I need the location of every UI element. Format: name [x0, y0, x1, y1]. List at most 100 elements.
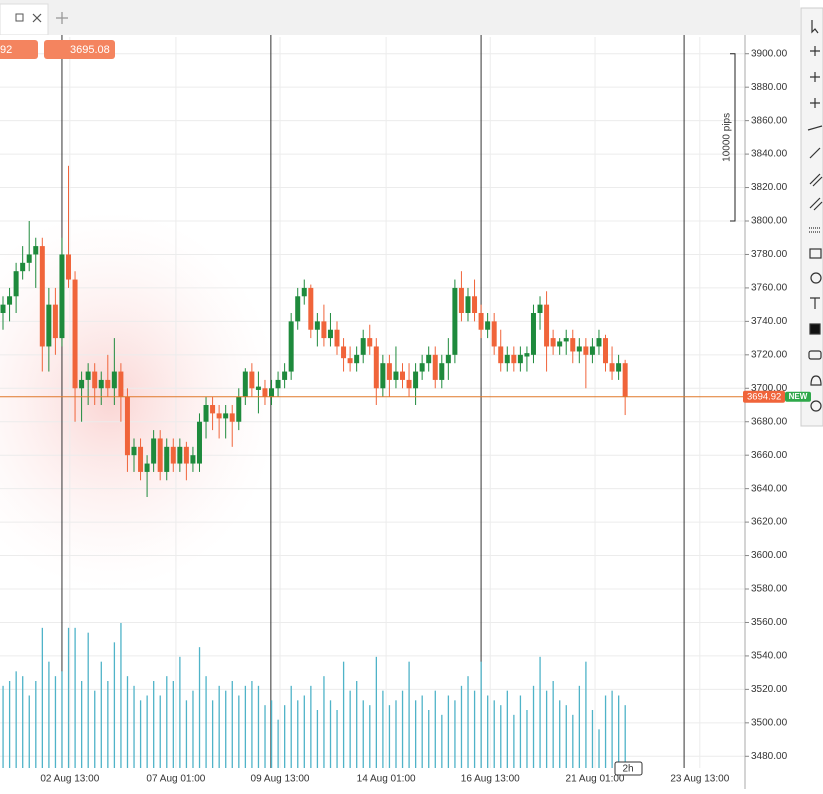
- y-tick-label: 3560.00: [751, 617, 788, 628]
- candle-body: [485, 321, 491, 330]
- volume-bar: [310, 685, 312, 768]
- y-tick-label: 3780.00: [751, 249, 788, 260]
- volume-bar: [467, 676, 469, 768]
- y-tick-label: 3820.00: [751, 182, 788, 193]
- fib-tool[interactable]: [809, 227, 821, 233]
- volume-bar: [290, 685, 292, 768]
- new-badge-label: NEW: [789, 392, 808, 401]
- candle-body: [570, 338, 576, 352]
- candle-body: [589, 346, 595, 355]
- trendline-tool[interactable]: [807, 125, 823, 131]
- volume-bar: [526, 710, 528, 768]
- tab[interactable]: [0, 3, 49, 36]
- volume-bar: [532, 685, 535, 768]
- color-tool[interactable]: [809, 323, 821, 335]
- volume-bar: [48, 661, 50, 768]
- candle-layer: [0, 165, 628, 498]
- volume-bar: [264, 705, 266, 768]
- candle-body: [39, 246, 45, 347]
- order-tag-label: 92: [0, 44, 12, 56]
- volume-bar: [80, 681, 83, 768]
- volume-bar: [113, 642, 116, 768]
- candle-body: [406, 379, 412, 389]
- candle-body: [465, 296, 471, 314]
- volume-bar: [107, 681, 109, 768]
- volume-bar: [185, 700, 188, 768]
- candle-body: [170, 446, 176, 464]
- candle-body: [249, 371, 255, 389]
- volume-bar: [480, 661, 482, 768]
- volume-bar: [94, 690, 96, 768]
- candle-body: [583, 346, 589, 355]
- volume-bar: [362, 700, 364, 768]
- volume-bar: [421, 695, 423, 768]
- order-tag: [44, 40, 115, 59]
- candle-body: [229, 413, 235, 422]
- candle-body: [321, 321, 327, 339]
- candle-body: [282, 371, 288, 380]
- candle-body: [105, 379, 111, 389]
- volume-bar: [434, 690, 436, 768]
- volume-bar: [67, 627, 70, 768]
- y-tick-label: 3600.00: [751, 550, 788, 561]
- screenshot-tool[interactable]: [808, 350, 822, 360]
- detach-icon[interactable]: [15, 13, 24, 22]
- toolbar-icons: [807, 20, 823, 412]
- volume-bar: [408, 661, 410, 768]
- ellipse-tool[interactable]: [810, 272, 822, 284]
- candle-body: [472, 296, 478, 314]
- volume-bar: [395, 700, 397, 768]
- candle-body: [504, 354, 510, 364]
- rect-tool[interactable]: [809, 248, 822, 259]
- volume-bar: [166, 676, 168, 768]
- candle-body: [399, 371, 405, 380]
- volume-bar: [369, 705, 371, 768]
- candle-body: [223, 413, 229, 419]
- candle-body: [203, 405, 209, 422]
- hline-tool[interactable]: [810, 72, 820, 82]
- text-tool[interactable]: [810, 297, 820, 309]
- candle-body: [386, 363, 392, 380]
- volume-bar: [303, 695, 305, 768]
- channel-tool[interactable]: [809, 173, 823, 187]
- volume-bar: [559, 700, 561, 768]
- candle-body: [557, 341, 563, 347]
- candle-body: [603, 338, 609, 364]
- candle-body: [92, 371, 98, 389]
- candle-body: [164, 446, 170, 472]
- candle-body: [242, 371, 248, 397]
- candle-body: [308, 287, 314, 330]
- volume-bar: [572, 714, 574, 768]
- pip-ruler: [730, 53, 736, 222]
- candle-body: [111, 371, 117, 389]
- candle-body: [458, 287, 464, 314]
- volume-bar: [87, 632, 89, 768]
- volume-bar: [604, 695, 607, 768]
- candle-body: [354, 354, 360, 364]
- volume-bar: [565, 705, 567, 768]
- volume-bar: [487, 695, 489, 768]
- replay-tool[interactable]: [810, 400, 822, 412]
- cursor-tool[interactable]: [811, 20, 819, 34]
- volume-bar: [153, 681, 155, 768]
- close-tab-icon[interactable]: [32, 13, 42, 23]
- vline-tool[interactable]: [810, 98, 820, 108]
- volume-layer: [2, 623, 626, 768]
- candle-body: [517, 354, 523, 364]
- alert-tool[interactable]: [810, 375, 822, 386]
- pen-tool[interactable]: [809, 147, 821, 159]
- crosshair-tool[interactable]: [810, 46, 820, 56]
- candle-body: [190, 455, 196, 464]
- candle-body: [439, 363, 445, 380]
- volume-bar: [506, 690, 508, 768]
- y-tick-label: 3880.00: [751, 82, 788, 93]
- volume-bar: [598, 729, 600, 768]
- pitchfork-tool[interactable]: [809, 197, 823, 211]
- volume-bar: [545, 690, 548, 768]
- volume-bar: [513, 714, 515, 768]
- volume-bar: [172, 681, 174, 768]
- new-tab-icon[interactable]: [56, 12, 68, 24]
- y-tick-label: 3800.00: [751, 216, 788, 227]
- y-tick-label: 3620.00: [751, 517, 788, 528]
- y-tick-label: 3900.00: [751, 48, 788, 59]
